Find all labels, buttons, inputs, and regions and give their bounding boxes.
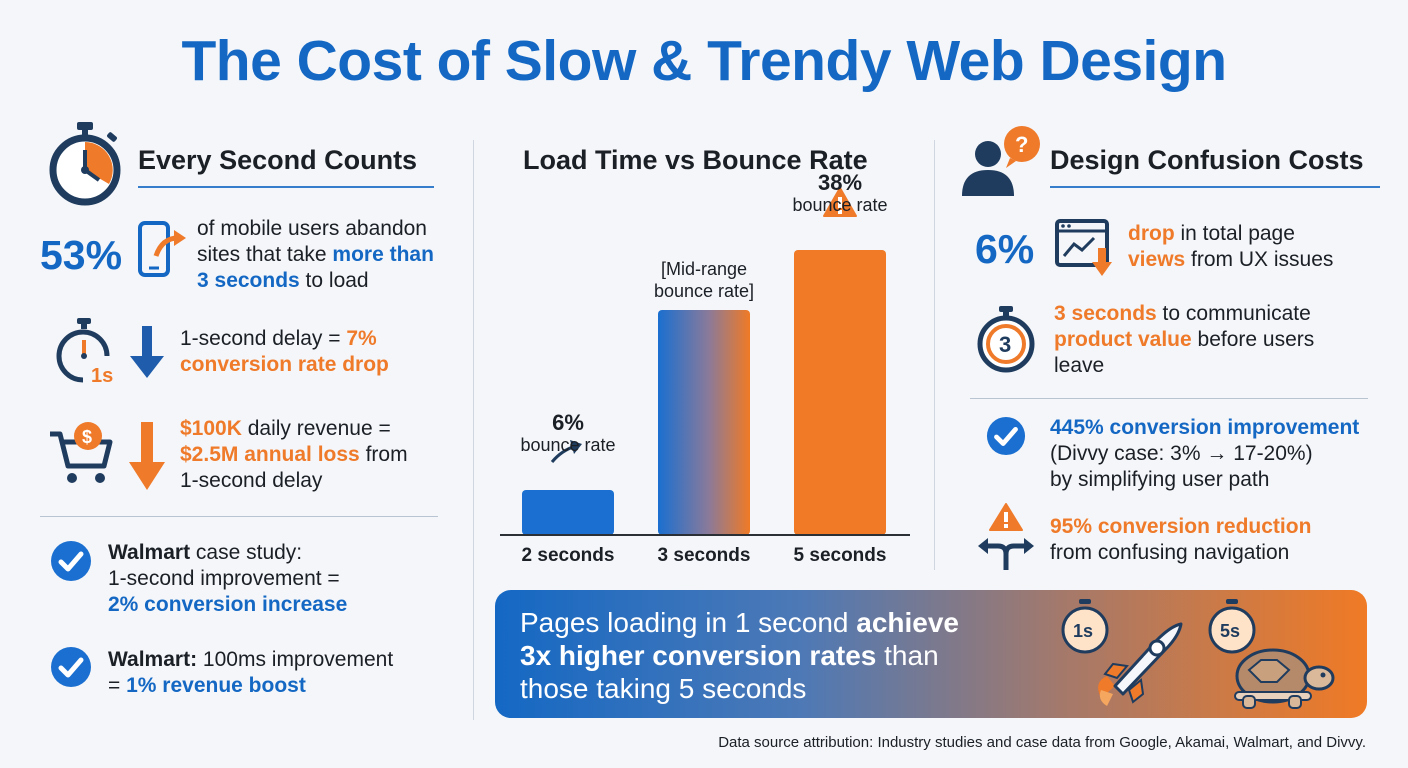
column-divider-left	[473, 140, 474, 720]
chart-canvas	[500, 250, 910, 536]
check-circle-icon	[51, 541, 91, 581]
divvy-case-text: 445% conversion improvement (Divvy case:…	[1050, 416, 1360, 491]
analytics-window-icon	[1055, 219, 1112, 276]
stopwatch-icon	[49, 122, 121, 206]
right-section-divider	[970, 398, 1368, 399]
down-arrow-orange-icon	[129, 422, 165, 490]
svg-text:1s: 1s	[91, 365, 113, 387]
check-circle-icon	[986, 416, 1026, 456]
svg-text:?: ?	[1015, 132, 1028, 157]
page-views-drop-value: 6%	[975, 226, 1035, 272]
bar-2-seconds	[522, 490, 614, 535]
left-heading-underline	[138, 186, 434, 188]
svg-text:3: 3	[999, 332, 1011, 357]
left-heading: Every Second Counts	[138, 145, 418, 175]
phone-exit-icon	[138, 221, 186, 277]
banner-text: Pages loading in 1 second achieve 3x hig…	[520, 607, 959, 704]
cart-dollar-icon: $	[50, 422, 113, 483]
rocket-icon	[1098, 622, 1183, 706]
turtle-icon	[1234, 648, 1335, 709]
navigation-confusion-text: 95% conversion reduction from confusing …	[1050, 515, 1312, 564]
delay-conversion-text: 1-second delay = 7% conversion rate drop	[180, 327, 389, 376]
one-second-timer-icon: 1s	[56, 318, 113, 387]
page-views-text: drop in total page views from UX issues	[1128, 222, 1334, 271]
product-value-text: 3 seconds to communicate product value b…	[1054, 302, 1315, 377]
x-tick-label: 2 seconds	[521, 545, 615, 566]
check-circle-icon	[51, 647, 91, 687]
x-tick-label: 5 seconds	[793, 545, 887, 566]
column-divider-right	[934, 140, 935, 570]
summary-banner: Pages loading in 1 second achieve 3x hig…	[495, 590, 1367, 718]
walmart-case-study-text: Walmart case study: 1-second improvement…	[108, 541, 348, 616]
bar-data-label: 38% bounce rate	[792, 170, 888, 216]
bounce-rate-chart: 2 seconds 6% bounce rate 3 seconds [Mid-rang…	[500, 172, 920, 580]
bar-data-label: 6% bounce rate	[520, 410, 616, 456]
warning-fork-icon	[978, 503, 1034, 570]
fast-timer-badge-icon: 1s	[1061, 599, 1109, 654]
right-heading: Design Confusion Costs	[1050, 145, 1364, 175]
mobile-abandon-text: of mobile users abandon sites that take …	[197, 217, 434, 292]
bar-data-label: [Mid-range bounce rate]	[653, 259, 755, 301]
trend-arrowhead	[570, 440, 582, 454]
data-source-attribution: Data source attribution: Industry studie…	[718, 734, 1366, 751]
walmart-100ms-text: Walmart: 100ms improvement = 1% revenue …	[108, 648, 394, 697]
svg-text:$: $	[82, 427, 92, 447]
left-section-divider	[40, 516, 438, 517]
mobile-abandon-value: 53%	[40, 232, 123, 278]
down-arrow-icon	[130, 326, 164, 378]
svg-text:5s: 5s	[1220, 621, 1240, 641]
chart-heading: Load Time vs Bounce Rate	[523, 145, 868, 175]
confused-user-icon: ?	[962, 126, 1040, 196]
page-title: The Cost of Slow & Trendy Web Design	[181, 29, 1227, 93]
bar-5-seconds	[794, 250, 886, 535]
three-second-timer-icon: 3	[977, 306, 1035, 373]
warning-icon	[823, 187, 857, 217]
bar-3-seconds	[658, 310, 750, 535]
right-heading-underline	[1050, 186, 1380, 188]
revenue-loss-text: $100K daily revenue = $2.5M annual loss …	[180, 417, 408, 492]
slow-timer-badge-icon: 5s	[1208, 599, 1256, 654]
svg-text:1s: 1s	[1073, 621, 1093, 641]
x-tick-label: 3 seconds	[657, 545, 751, 566]
